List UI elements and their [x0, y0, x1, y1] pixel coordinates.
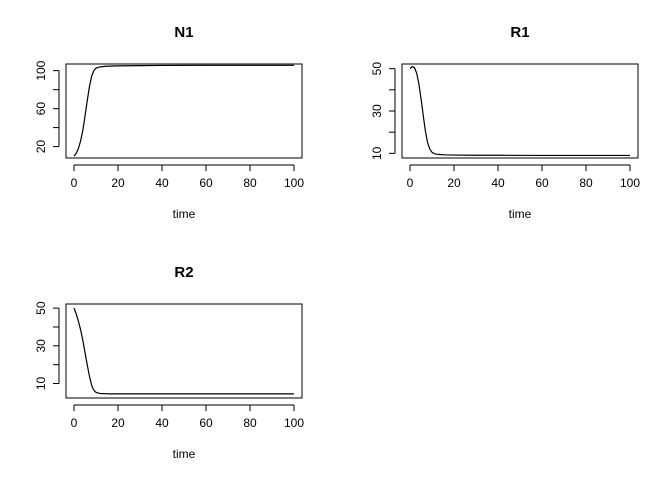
x-tick-label-n1: 20: [111, 176, 125, 190]
series-line-r1: [409, 65, 630, 157]
x-tick-label-n1: 40: [155, 176, 169, 190]
y-tick-label-r1: 30: [370, 104, 384, 118]
x-tick-label-r2: 100: [284, 416, 304, 430]
series-line-n1: [73, 64, 294, 157]
plot-frame-r1: [401, 63, 639, 159]
panel-title-r2: R2: [174, 264, 193, 281]
x-tick-label-r1: 80: [579, 176, 593, 190]
plot-frame-r2: [65, 303, 303, 399]
panel-n1: N1 0 20 40 60 80 100 time 20 60 100: [34, 24, 304, 221]
x-tick-label-r2: 40: [155, 416, 169, 430]
y-tick-label-r2: 30: [34, 339, 48, 353]
x-tick-label-r2: 80: [243, 416, 257, 430]
x-tick-label-r1: 40: [491, 176, 505, 190]
x-tick-label-r1: 100: [620, 176, 640, 190]
x-axis-label-r2: time: [173, 447, 196, 461]
x-tick-label-r2: 20: [111, 416, 125, 430]
y-tick-label-r1: 10: [370, 146, 384, 160]
plot-frame-n1: [65, 63, 303, 159]
x-tick-label-n1: 80: [243, 176, 257, 190]
x-axis-label-r1: time: [509, 207, 532, 221]
series-line-r2: [73, 307, 294, 395]
x-tick-label-r1: 0: [407, 176, 414, 190]
y-tick-label-n1: 100: [34, 60, 48, 80]
y-tick-label-r2: 10: [34, 377, 48, 391]
panel-r2: R2 0 20 40 60 80 100 time 10 30 50: [34, 264, 304, 461]
x-tick-label-r1: 20: [447, 176, 461, 190]
panel-title-n1: N1: [174, 24, 193, 41]
x-tick-label-r1: 60: [535, 176, 549, 190]
x-axis-label-n1: time: [173, 207, 196, 221]
y-tick-label-n1: 60: [34, 102, 48, 116]
x-tick-label-r2: 0: [71, 416, 78, 430]
x-tick-label-n1: 100: [284, 176, 304, 190]
x-tick-label-r2: 60: [199, 416, 213, 430]
y-tick-label-r1: 50: [370, 62, 384, 76]
panel-title-r1: R1: [510, 24, 529, 41]
x-tick-label-n1: 60: [199, 176, 213, 190]
panel-r1: R1 0 20 40 60 80 100 time 10 30 50: [370, 24, 640, 221]
x-tick-label-n1: 0: [71, 176, 78, 190]
y-tick-label-n1: 20: [34, 140, 48, 154]
y-tick-label-r2: 50: [34, 301, 48, 315]
